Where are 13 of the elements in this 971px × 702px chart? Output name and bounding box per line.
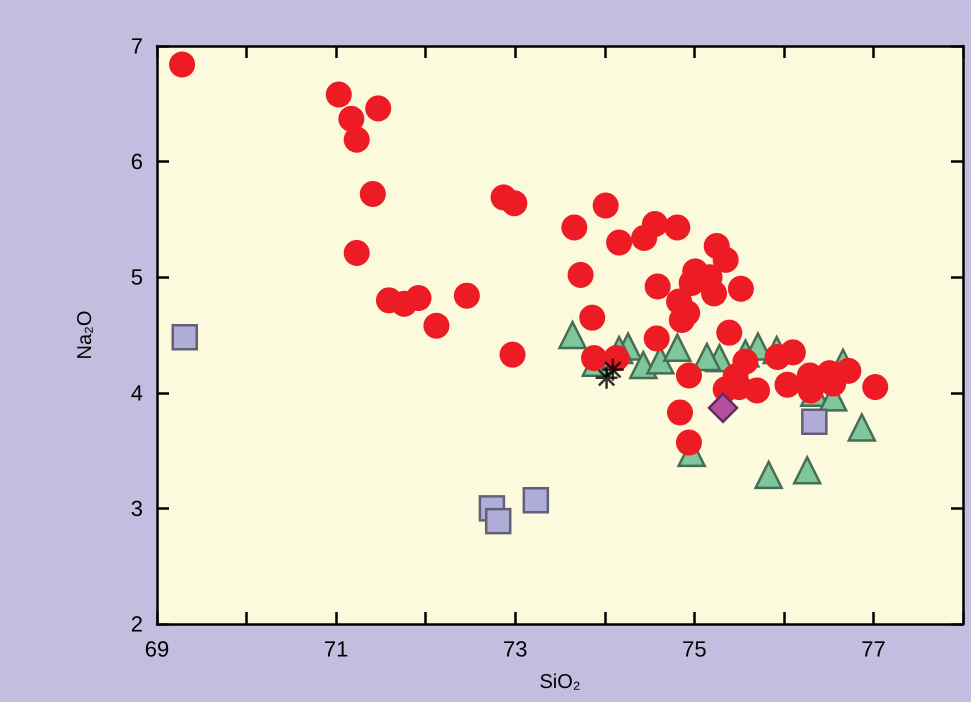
x-tick-label: 71 [324, 636, 348, 662]
y-tick-label: 2 [130, 612, 143, 636]
y-tick-label: 4 [130, 380, 143, 406]
x-tick-label: 69 [144, 636, 170, 662]
x-axis-title: SiO₂ [539, 671, 581, 693]
x-tick-label: 77 [861, 636, 886, 662]
x-tick-label: 75 [682, 636, 707, 662]
y-tick-label: 3 [130, 496, 143, 521]
y-tick-label: 7 [130, 34, 143, 58]
y-axis-title: Na₂O [74, 310, 96, 360]
x-tick-label: 73 [502, 636, 528, 662]
y-tick-label: 5 [130, 264, 143, 290]
y-tick-label: 6 [130, 149, 143, 174]
